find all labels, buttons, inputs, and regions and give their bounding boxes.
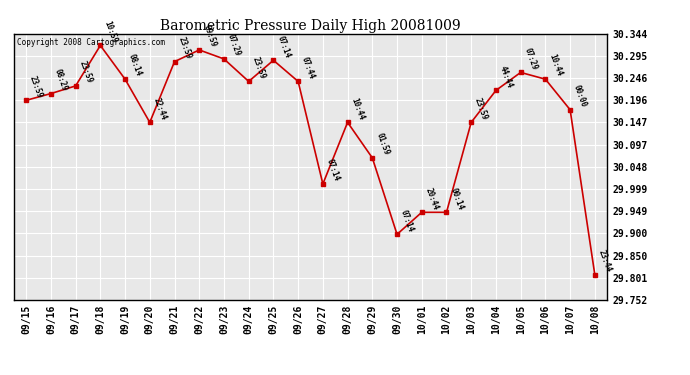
Text: 23:59: 23:59 [250,55,267,80]
Text: 10:44: 10:44 [350,96,366,121]
Text: 08:14: 08:14 [127,53,144,78]
Text: 23:59: 23:59 [28,74,45,99]
Text: 23:59: 23:59 [473,96,490,121]
Text: 07:29: 07:29 [226,33,242,58]
Text: 00:00: 00:00 [572,84,589,108]
Text: 01:59: 01:59 [374,132,391,156]
Text: 00:14: 00:14 [448,186,465,211]
Text: 08:29: 08:29 [53,68,69,92]
Text: 44:44: 44:44 [498,64,514,89]
Text: 07:14: 07:14 [275,34,292,59]
Text: 23:59: 23:59 [177,36,193,60]
Text: 20:44: 20:44 [424,186,440,211]
Text: 23:44: 23:44 [597,249,613,273]
Text: 23:59: 23:59 [77,60,94,85]
Text: 09:59: 09:59 [201,24,217,49]
Text: 07:14: 07:14 [325,158,342,183]
Text: 10:59: 10:59 [102,19,119,44]
Text: 07:44: 07:44 [300,55,317,80]
Text: 07:14: 07:14 [399,208,415,233]
Text: 22:44: 22:44 [152,96,168,121]
Text: 10:44: 10:44 [547,53,564,78]
Text: Copyright 2008 Cartographics.com: Copyright 2008 Cartographics.com [17,38,165,47]
Text: 07:29: 07:29 [522,46,539,71]
Title: Barometric Pressure Daily High 20081009: Barometric Pressure Daily High 20081009 [160,19,461,33]
